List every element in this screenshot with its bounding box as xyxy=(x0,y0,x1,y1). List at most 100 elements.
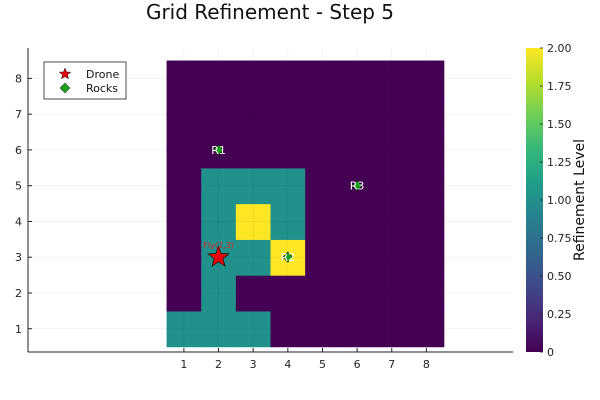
heatmap-cell xyxy=(374,132,410,169)
rock-marker xyxy=(282,251,294,263)
heatmap-cell xyxy=(235,60,272,97)
heatmap-cell xyxy=(305,132,341,169)
heatmap-cell xyxy=(201,60,237,97)
heatmap-cell xyxy=(166,132,202,169)
y-tick-label: 2 xyxy=(15,287,22,300)
rock-marker xyxy=(213,144,224,156)
heatmap-cell xyxy=(166,310,202,348)
heatmap-cell xyxy=(235,203,272,240)
heatmap-cell xyxy=(201,275,237,312)
y-tick-label: 4 xyxy=(15,215,22,228)
heatmap-cell xyxy=(270,310,306,348)
heatmap-cell xyxy=(374,167,410,205)
colorbar-tick-label: 1.00 xyxy=(547,194,572,207)
colorbar-bar xyxy=(526,48,543,352)
colorbar-tick-label: 1.25 xyxy=(547,156,572,169)
heatmap-cell xyxy=(166,239,202,276)
heatmap-cell xyxy=(305,60,341,97)
heatmap-cell xyxy=(166,203,202,240)
heatmap-cell xyxy=(339,275,376,312)
heatmap-cell xyxy=(305,239,341,276)
rock-label: R3 xyxy=(350,180,365,193)
legend-box xyxy=(43,61,127,100)
heatmap-cell xyxy=(270,167,306,205)
heatmap-cell xyxy=(409,203,445,240)
rock-label: R1 xyxy=(211,144,226,157)
heatmap-cell xyxy=(270,96,306,133)
heatmap-cell xyxy=(374,310,410,348)
heatmap-cell xyxy=(201,203,237,240)
heatmap-cell xyxy=(235,132,272,169)
heatmap-cell xyxy=(235,96,272,133)
heatmap-cell xyxy=(201,167,237,205)
heatmap-cells xyxy=(166,60,445,348)
heatmap-cell xyxy=(374,203,410,240)
colorbar-tick-label: 0.25 xyxy=(547,308,572,321)
y-tick-label: 7 xyxy=(15,108,22,121)
heatmap-cell xyxy=(409,96,445,133)
heatmap-cell xyxy=(374,275,410,312)
heatmap-cell xyxy=(270,275,306,312)
heatmap-cell xyxy=(409,132,445,169)
heatmap-cell xyxy=(374,239,410,276)
heatmap-cell xyxy=(270,60,306,97)
axes: 1 2 3 4 5 6 7 8 1 2 3 4 5 6 7 8 xyxy=(15,48,513,371)
heatmap-cell xyxy=(339,203,376,240)
heatmap-cell xyxy=(339,132,376,169)
y-tick-label: 8 xyxy=(15,72,22,85)
heatmap-cell xyxy=(409,239,445,276)
heatmap-cell xyxy=(339,60,376,97)
heatmap-cell xyxy=(374,96,410,133)
rock-label: R2 xyxy=(280,251,295,264)
heatmap-cell xyxy=(235,310,272,348)
x-tick-label: 5 xyxy=(319,358,326,371)
heatmap-cell xyxy=(235,167,272,205)
heatmap-cell xyxy=(409,167,445,205)
heatmap-cell xyxy=(409,275,445,312)
heatmap-cell xyxy=(339,310,376,348)
grid-lines xyxy=(28,48,513,352)
x-tick-label: 7 xyxy=(388,358,395,371)
x-tick-label: 6 xyxy=(354,358,361,371)
legend-diamond-icon xyxy=(59,82,71,94)
heatmap-cell xyxy=(305,310,341,348)
heatmap-cell xyxy=(305,275,341,312)
heatmap-cell xyxy=(235,239,272,276)
x-tick-label: 1 xyxy=(180,358,187,371)
colorbar-tick-label: 1.75 xyxy=(547,80,572,93)
heatmap-cell xyxy=(201,310,237,348)
colorbar-tick-label: 0 xyxy=(547,346,554,359)
colorbar-label: Refinement Level xyxy=(572,139,588,261)
y-tick-label: 3 xyxy=(15,251,22,264)
heatmap-cell xyxy=(166,96,202,133)
y-tick-label: 6 xyxy=(15,144,22,157)
drone-label: Fly(2,3) xyxy=(203,241,234,250)
heatmap-cell xyxy=(166,167,202,205)
x-tick-label: 3 xyxy=(250,358,257,371)
legend-label: Rocks xyxy=(86,82,118,95)
chart-title: Grid Refinement - Step 5 xyxy=(146,0,394,24)
heatmap-cell xyxy=(374,60,410,97)
heatmap-cell xyxy=(305,167,341,205)
heatmap-cell xyxy=(339,96,376,133)
heatmap-cell xyxy=(305,203,341,240)
x-tick-label: 2 xyxy=(215,358,222,371)
legend-label: Drone xyxy=(86,68,119,81)
heatmap-cell xyxy=(235,275,272,312)
heatmap-cell xyxy=(409,310,445,348)
colorbar-tick-label: 2.00 xyxy=(547,42,572,55)
drone-marker xyxy=(207,245,230,267)
heatmap-cell xyxy=(166,60,202,97)
colorbar-tick-label: 0.50 xyxy=(547,270,572,283)
markers: R1 R2 R3 Fly(2,3) xyxy=(203,144,365,267)
heatmap-cell xyxy=(166,275,202,312)
heatmap-cell xyxy=(339,239,376,276)
heatmap-cell xyxy=(270,132,306,169)
x-tick-label: 8 xyxy=(423,358,430,371)
colorbar: 0 0.25 0.50 0.75 1.00 1.25 1.50 1.75 2.00 Refinem… xyxy=(526,42,588,359)
heatmap-cell xyxy=(270,203,306,240)
y-tick-label: 1 xyxy=(15,323,22,336)
